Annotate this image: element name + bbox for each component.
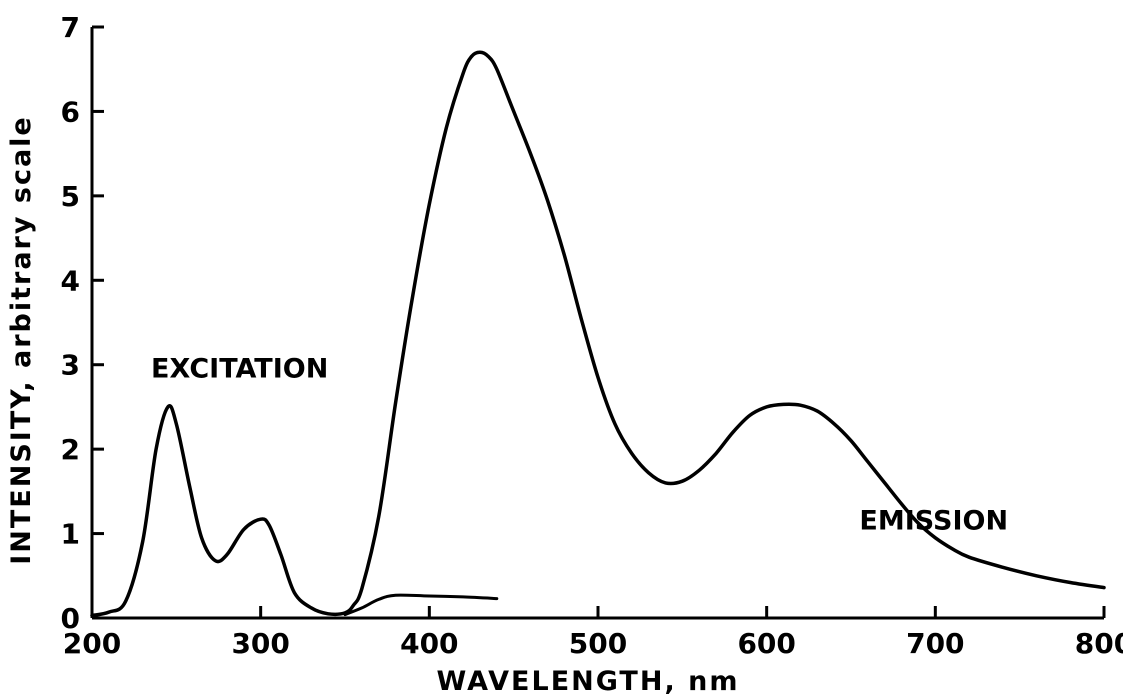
series-group — [90, 50, 1106, 618]
annotation-emission: EMISSION — [859, 505, 1008, 536]
y-tick-label-5: 5 — [61, 180, 80, 213]
x-tick-label-300: 300 — [231, 627, 289, 660]
tick-labels: 200 300 400 500 600 700 800 0 1 2 3 4 5 6 7 — [61, 11, 1123, 660]
x-tick-label-200: 200 — [63, 627, 121, 660]
x-tick-label-800: 800 — [1075, 627, 1123, 660]
x-tick-label-400: 400 — [400, 627, 458, 660]
y-tick-label-4: 4 — [61, 264, 80, 297]
y-tick-label-7: 7 — [61, 11, 80, 44]
y-tick-label-0: 0 — [61, 602, 80, 635]
x-tick-label-600: 600 — [737, 627, 795, 660]
series-line-2 — [343, 593, 499, 617]
y-tick-label-3: 3 — [61, 349, 80, 382]
y-tick-label-2: 2 — [61, 433, 80, 466]
x-tick-label-700: 700 — [906, 627, 964, 660]
annotation-excitation: EXCITATION — [151, 353, 328, 384]
y-axis-title: INTENSITY, arbitrary scale — [6, 115, 37, 565]
x-axis-title: WAVELENGTH, nm — [437, 666, 740, 697]
series-line-1 — [90, 50, 1106, 618]
annotations: EXCITATION EMISSION — [151, 353, 1008, 536]
y-tick-label-6: 6 — [61, 95, 80, 128]
x-tick-label-500: 500 — [569, 627, 627, 660]
y-tick-label-1: 1 — [61, 518, 80, 551]
ticks — [90, 25, 1106, 620]
